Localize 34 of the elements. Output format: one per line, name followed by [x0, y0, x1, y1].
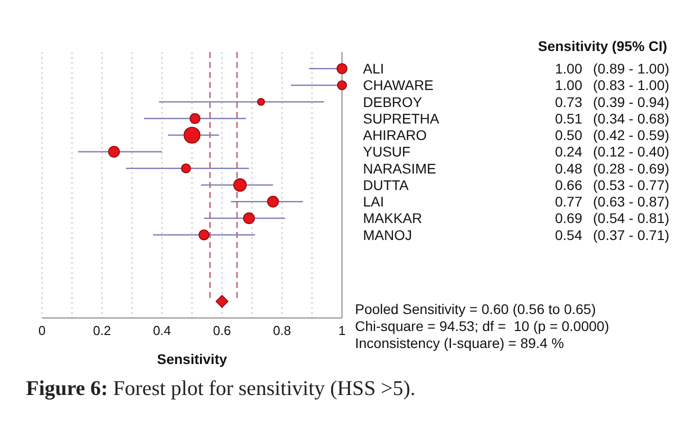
y-tick-label: DUTTA [363, 176, 410, 193]
y-tick-label: NARASIME [363, 160, 436, 176]
data-label: 0.51 (0.34 - 0.68) [555, 110, 670, 126]
data-label: 0.48 (0.28 - 0.69) [555, 160, 670, 176]
data-label: 0.69 (0.54 - 0.81) [555, 210, 670, 226]
data-label: 0.77 (0.63 - 0.87) [555, 194, 670, 210]
y-tick-label: DEBROY [363, 94, 423, 110]
y-tick-label: YUSUF [363, 144, 410, 160]
y-tick-label: LAI [363, 194, 384, 210]
data-label: 0.66 (0.53 - 0.77) [555, 176, 670, 193]
data-label: 0.24 (0.12 - 0.40) [555, 144, 670, 160]
text: Pooled Sensitivity = 0.60 (0.56 to 0.65) [355, 301, 596, 317]
data-label: 1.00 (0.83 - 1.00) [555, 77, 670, 94]
x-tick-label: 0.4 [152, 323, 172, 338]
x-tick-label: 0.8 [272, 323, 292, 338]
text: Sensitivity (95% CI) [538, 38, 668, 54]
y-tick-label: MAKKAR [363, 210, 422, 226]
x-tick-label: 0.6 [212, 323, 232, 338]
y-tick-label: SUPRETHA [363, 110, 440, 126]
data-label: 0.73 (0.39 - 0.94) [555, 94, 670, 110]
x-axis-title: Sensitivity [156, 351, 228, 367]
y-tick-label: CHAWARE [363, 77, 434, 94]
x-tick-label: 1 [338, 323, 346, 338]
text: Inconsistency (I-square) = 89.4 % [355, 335, 564, 351]
x-tick-label: 0 [38, 323, 46, 338]
y-tick-label: AHIRARO [363, 127, 427, 144]
data-label: 0.54 (0.37 - 0.71) [555, 226, 670, 243]
data-label: 0.50 (0.42 - 0.59) [555, 127, 670, 144]
data-label: 1.00 (0.89 - 1.00) [555, 60, 670, 77]
text: Chi-square = 94.53; df = 10 (p = 0.0000) [355, 318, 610, 334]
y-tick-label: ALI [363, 60, 384, 77]
text: Figure 6: Forest plot for sensitivity (HSS >5). [26, 376, 416, 400]
x-tick-label: 0.2 [92, 323, 112, 338]
y-tick-label: MANOJ [363, 226, 412, 243]
